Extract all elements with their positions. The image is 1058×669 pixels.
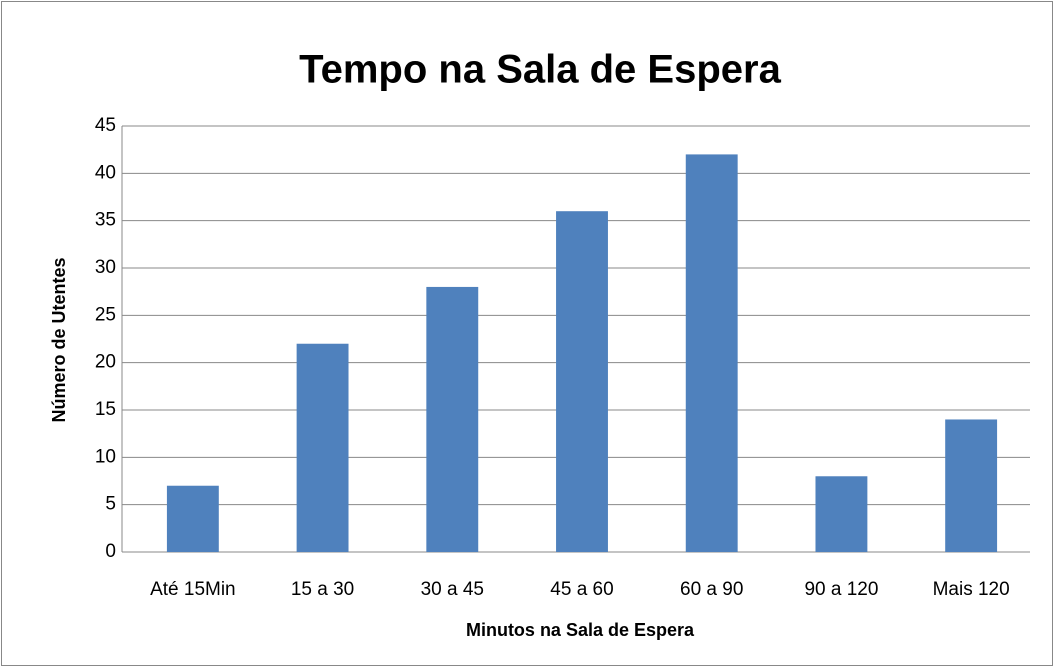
y-tick-label: 20 bbox=[95, 352, 116, 373]
y-tick-label: 0 bbox=[105, 541, 116, 562]
x-tick-label: 60 a 90 bbox=[680, 579, 743, 600]
bar bbox=[296, 343, 349, 552]
y-tick-label: 15 bbox=[95, 399, 116, 420]
x-tick-label: Até 15Min bbox=[150, 579, 236, 600]
x-tick-label: 15 a 30 bbox=[291, 579, 354, 600]
y-tick-label: 30 bbox=[95, 257, 116, 278]
x-tick-label: 45 a 60 bbox=[550, 579, 613, 600]
x-tick-label: Mais 120 bbox=[933, 579, 1010, 600]
bar bbox=[426, 286, 479, 552]
y-axis-label: Número de Utentes bbox=[49, 257, 69, 422]
y-tick-label: 25 bbox=[95, 304, 116, 325]
bar bbox=[945, 419, 998, 552]
y-tick-label: 5 bbox=[105, 494, 116, 515]
bar bbox=[685, 154, 738, 552]
x-tick-label: 30 a 45 bbox=[421, 579, 484, 600]
bar bbox=[166, 485, 219, 552]
bar bbox=[815, 476, 868, 552]
chart-title: Tempo na Sala de Espera bbox=[299, 48, 781, 92]
y-tick-label: 45 bbox=[95, 115, 116, 136]
bar bbox=[556, 211, 608, 552]
y-tick-label: 10 bbox=[95, 446, 116, 467]
x-tick-label: 90 a 120 bbox=[804, 579, 878, 600]
y-tick-label: 40 bbox=[95, 162, 116, 183]
y-tick-label: 35 bbox=[95, 210, 116, 231]
x-axis-label: Minutos na Sala de Espera bbox=[466, 620, 695, 640]
